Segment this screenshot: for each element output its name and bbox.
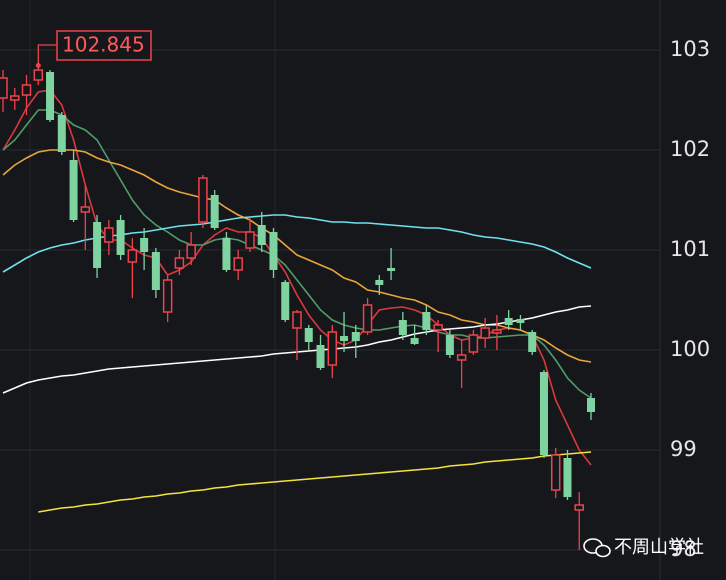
- candle-body: [387, 268, 396, 271]
- candle-body: [80, 206, 91, 213]
- candle-body: [410, 338, 419, 344]
- y-tick-label: 99: [670, 437, 697, 461]
- max-leader: [37, 44, 57, 66]
- candle-body: [316, 345, 325, 368]
- watermark-group: 不周山学社: [583, 537, 704, 558]
- candle-body: [516, 319, 525, 323]
- y-tick-label: 103: [670, 37, 710, 61]
- candle-body: [456, 354, 467, 361]
- candle-body: [116, 220, 125, 255]
- candle-body: [151, 252, 160, 290]
- candle-body: [504, 318, 513, 325]
- candle-body: [528, 332, 537, 352]
- candle-body: [174, 257, 185, 269]
- candle-body: [127, 249, 138, 263]
- candle-body: [468, 334, 479, 353]
- candle-body: [539, 372, 548, 455]
- candle-body: [46, 72, 55, 120]
- y-tick-label: 98: [670, 537, 697, 561]
- candle-body: [433, 324, 443, 331]
- ma-line: [2, 109, 592, 399]
- watermark: 不周山学社: [614, 537, 704, 558]
- candle-body: [492, 329, 502, 334]
- candle-body: [422, 312, 431, 330]
- candle-body: [33, 69, 44, 81]
- candle-body: [445, 335, 454, 355]
- max-box: [56, 30, 152, 61]
- max-label: 102.845: [62, 33, 145, 57]
- y-tick-label: 101: [670, 237, 710, 261]
- candle-body: [304, 328, 313, 342]
- candle-body: [398, 320, 407, 335]
- grid: 98 99 100 101 102 103: [0, 37, 710, 561]
- candle-body: [574, 504, 584, 511]
- candle-body: [351, 332, 360, 341]
- candle-body: [57, 115, 66, 152]
- candle-body: [21, 84, 32, 96]
- candle-body: [257, 225, 266, 245]
- candle-body: [245, 231, 255, 249]
- candle-body: [269, 232, 278, 270]
- annotation: 102.845: [35, 30, 152, 68]
- candle-body: [327, 331, 338, 366]
- candle-body: [362, 304, 373, 333]
- candle-body: [93, 222, 102, 268]
- candle-body: [480, 327, 490, 339]
- candle-body: [340, 336, 349, 341]
- wechat-icon: [595, 544, 611, 558]
- candle-body: [292, 311, 302, 329]
- ma-line: [38, 451, 592, 513]
- candle-body: [233, 257, 243, 271]
- candles: [0, 65, 595, 550]
- candle-body: [162, 279, 173, 313]
- candle-body: [281, 282, 290, 320]
- candle-body: [186, 244, 196, 259]
- candle-body: [140, 238, 149, 252]
- candle-body: [587, 398, 595, 412]
- y-tick-label: 100: [670, 337, 710, 361]
- candle-body: [563, 458, 572, 497]
- candle-body: [0, 77, 8, 99]
- candle-body: [198, 177, 208, 223]
- candle-body: [375, 280, 384, 285]
- candle-body: [550, 454, 561, 491]
- candle-body: [10, 95, 20, 101]
- y-tick-label: 102: [670, 137, 710, 161]
- candle-body: [210, 195, 219, 228]
- candle-body: [69, 160, 78, 220]
- candle-body: [104, 227, 114, 243]
- candle-body: [222, 238, 231, 270]
